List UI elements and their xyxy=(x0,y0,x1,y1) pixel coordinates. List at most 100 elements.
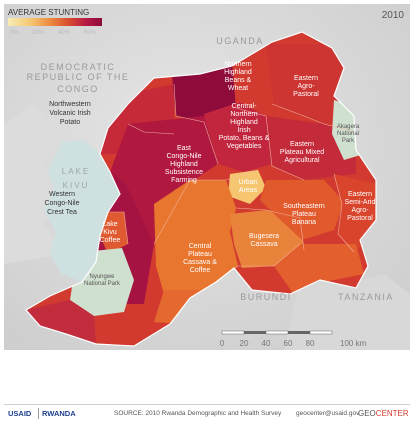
region-central-northern[interactable] xyxy=(204,102,272,172)
label-akagera-2: National xyxy=(337,131,359,137)
district-boundaries xyxy=(108,83,357,283)
label-east-congo-nile-2: Congo-Nile xyxy=(166,153,201,160)
region-lake-kivu-coffee[interactable] xyxy=(100,212,128,254)
label-e-agro-2: Agro- xyxy=(297,83,315,90)
label-central-plateau-2: Plateau xyxy=(188,251,212,258)
label-n-highland-1: Northern xyxy=(224,61,251,68)
region-northern-highland[interactable] xyxy=(172,62,236,122)
geocenter-center: CENTER xyxy=(375,409,409,418)
lake-kivu-label-2: KIVU xyxy=(63,181,90,190)
label-n-highland-2: Highland xyxy=(224,69,252,76)
label-central-plateau-1: Central xyxy=(189,243,212,250)
label-n-highland-4: Wheat xyxy=(228,85,248,92)
label-se-plateau-1: Southeastern xyxy=(283,203,325,210)
label-east-congo-nile-4: Subsistence xyxy=(165,169,203,176)
year-label: 2010 xyxy=(382,10,405,21)
scale-tick-0: 0 xyxy=(220,339,225,348)
legend-tick-20: 20% xyxy=(32,30,45,36)
label-urban-2: Areas xyxy=(239,187,258,194)
map-stage: AVERAGE STUNTING 0% 20% 40% 60% 2010 UGA… xyxy=(4,4,410,350)
label-w-congo-nile-2: Congo-Nile xyxy=(44,200,79,207)
label-akagera-3: Park xyxy=(342,138,355,144)
rwanda-footer-text: RWANDA xyxy=(42,409,76,418)
label-c-north-3: Highland xyxy=(230,119,258,126)
label-c-north-6: Vegetables xyxy=(227,143,262,150)
country-drc-line3: CONGO xyxy=(57,84,99,94)
scale-seg-3 xyxy=(265,330,289,335)
label-lake-kivu-coffee-1: Lake xyxy=(102,221,117,228)
scale-seg-1 xyxy=(221,330,245,335)
region-urban[interactable] xyxy=(228,170,266,204)
region-labels: Northwestern Volcanic Irish Potato North… xyxy=(44,61,375,287)
label-east-congo-nile-3: Highland xyxy=(170,161,198,168)
region-southeastern-plateau[interactable] xyxy=(260,180,344,240)
region-central-plateau[interactable] xyxy=(154,180,238,298)
label-se-plateau-3: Banana xyxy=(292,219,316,226)
legend-tick-40: 40% xyxy=(58,30,71,36)
scale-seg-5 xyxy=(309,330,333,335)
region-eastern-agro[interactable] xyxy=(266,44,356,124)
country-uganda: UGANDA xyxy=(216,36,264,46)
label-e-semi-arid-4: Pastoral xyxy=(347,215,373,222)
label-bugesera-1: Bugesera xyxy=(249,233,279,240)
label-nw-volcanic-2: Volcanic Irish xyxy=(49,110,90,117)
source-text: SOURCE: 2010 Rwanda Demographic and Heal… xyxy=(114,410,282,417)
scale-seg-4 xyxy=(288,331,310,334)
terrain-shade-southeast xyxy=(284,264,410,350)
country-burundi: BURUNDI xyxy=(240,292,292,302)
country-drc-line1: DEMOCRATIC xyxy=(41,62,116,72)
label-east-congo-nile-1: East xyxy=(177,145,191,152)
label-akagera-1: Akagera xyxy=(337,124,360,130)
label-e-plateau-3: Agricultural xyxy=(284,157,319,164)
label-e-agro-1: Eastern xyxy=(294,75,318,82)
region-southwest-tail[interactable] xyxy=(26,300,96,344)
label-e-semi-arid-2: Semi-Arid xyxy=(345,199,376,206)
label-nw-volcanic-1: Northwestern xyxy=(49,101,91,108)
label-lake-kivu-coffee-2: Kivu xyxy=(103,229,117,236)
label-e-semi-arid-1: Eastern xyxy=(348,191,372,198)
scale-tick-60: 60 xyxy=(284,339,293,348)
legend-title: AVERAGE STUNTING xyxy=(8,8,89,17)
label-urban-1: Urban xyxy=(238,179,257,186)
geocenter-logo: GEOCENTER xyxy=(358,409,409,418)
label-lake-kivu-coffee-3: Coffee xyxy=(100,237,121,244)
email-link[interactable]: geocenter@usaid.gov xyxy=(296,410,360,417)
label-se-plateau-2: Plateau xyxy=(292,211,316,218)
scale-tick-80: 80 xyxy=(306,339,315,348)
geocenter-geo: GEO xyxy=(358,409,376,418)
label-e-agro-3: Pastoral xyxy=(293,91,319,98)
label-nyungwe-2: National Park xyxy=(84,281,121,287)
label-e-semi-arid-3: Agro- xyxy=(351,207,369,214)
label-w-congo-nile-3: Crest Tea xyxy=(47,209,77,216)
scale-bar: 0 20 40 60 80 100 km xyxy=(220,330,367,348)
label-nyungwe-1: Nyungwe xyxy=(89,274,115,280)
scale-seg-2 xyxy=(244,331,266,334)
label-c-north-2: Northern xyxy=(230,111,257,118)
footer-divider xyxy=(38,408,39,419)
scale-tick-40: 40 xyxy=(262,339,271,348)
label-east-congo-nile-5: Farming xyxy=(171,177,197,184)
label-n-highland-3: Beans & xyxy=(225,77,252,84)
scale-tick-20: 20 xyxy=(240,339,249,348)
footer: USAID RWANDA SOURCE: 2010 Rwanda Demogra… xyxy=(4,404,410,425)
legend-tick-60: 60% xyxy=(84,30,97,36)
map-svg: AVERAGE STUNTING 0% 20% 40% 60% 2010 UGA… xyxy=(4,4,410,350)
label-nw-volcanic-3: Potato xyxy=(60,119,80,126)
rwanda-outline xyxy=(25,31,377,347)
lake-kivu xyxy=(44,140,120,282)
label-w-congo-nile-1: Western xyxy=(49,191,75,198)
label-bugesera-2: Cassava xyxy=(250,241,277,248)
label-e-plateau-2: Plateau Mixed xyxy=(280,149,324,156)
label-e-plateau-1: Eastern xyxy=(290,141,314,148)
terrain-shade-west xyxy=(4,104,74,264)
legend-tick-0: 0% xyxy=(10,30,19,36)
label-central-plateau-4: Coffee xyxy=(190,267,211,274)
label-c-north-4: Irish xyxy=(237,127,250,134)
country-drc-line2: REPUBLIC OF THE xyxy=(27,72,130,82)
country-tanzania: TANZANIA xyxy=(338,292,394,302)
label-c-north-5: Potato, Beans & xyxy=(219,135,270,142)
usaid-logo-text: USAID xyxy=(8,409,32,418)
label-c-north-1: Central- xyxy=(232,103,258,110)
region-south-east[interactable] xyxy=(274,244,364,292)
legend-gradient-bar xyxy=(8,18,102,26)
